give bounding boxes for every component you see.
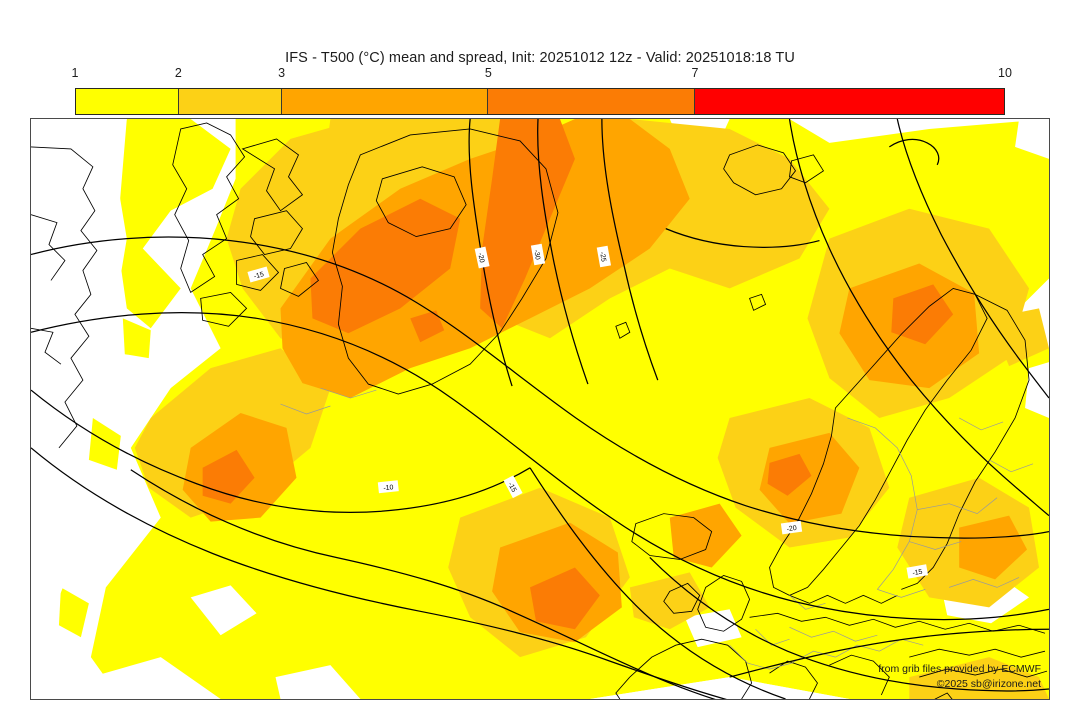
contour-label: -30: [532, 249, 541, 260]
colorbar-tick-7: 7: [691, 66, 699, 80]
colorbar-tick-10: 10: [998, 66, 1012, 80]
mean-contours: [31, 119, 1049, 699]
colorbar-segment-3-5: [282, 89, 489, 114]
contour-label: -15: [253, 271, 265, 281]
contour-label: -15: [912, 569, 923, 578]
contour-label: -15: [506, 481, 517, 493]
colorbar-gradient: [75, 88, 1005, 115]
contour-labels: -15 -20 -30 -25 -10 -15 -20 -15: [247, 243, 929, 579]
map-panel[interactable]: -15 -20 -30 -25 -10 -15 -20 -15: [30, 118, 1050, 700]
colorbar-tick-5: 5: [484, 66, 492, 80]
contour-label: -20: [476, 252, 485, 263]
attribution-copyright: ©2025 sb@irizone.net: [936, 678, 1041, 690]
colorbar-tick-1: 1: [71, 66, 79, 80]
colorbar-tick-3: 3: [278, 66, 286, 80]
contour-label: -20: [786, 525, 797, 533]
attribution-source: from grib files provided by ECMWF: [878, 663, 1041, 675]
colorbar-segment-1-2: [76, 89, 180, 114]
map-canvas: -15 -20 -30 -25 -10 -15 -20 -15: [31, 119, 1049, 699]
colorbar-segment-5-7: [488, 89, 695, 114]
colorbar-tick-2: 2: [174, 66, 182, 80]
colorbar-segment-2-3: [179, 89, 283, 114]
colorbar: 1 2 3 5 7 10: [72, 66, 1012, 115]
spread-band-5-7: [202, 119, 954, 630]
country-borders: [280, 387, 1034, 670]
page-title: IFS - T500 (°C) mean and spread, Init: 2…: [285, 50, 795, 66]
contour-label: -25: [598, 251, 607, 262]
colorbar-segment-7-10: [694, 89, 1004, 114]
contour-label: -10: [383, 484, 394, 492]
